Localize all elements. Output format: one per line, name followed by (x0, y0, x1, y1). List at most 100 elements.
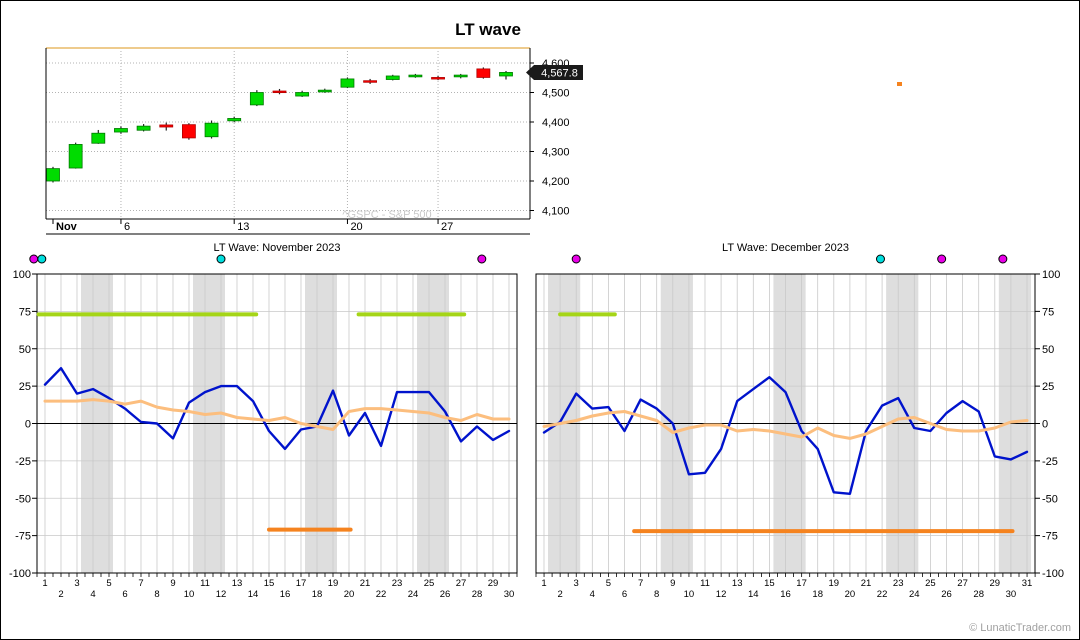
day-label: 25 (925, 578, 936, 589)
day-label: 21 (861, 578, 872, 589)
wave-y-label: 50 (1042, 344, 1054, 356)
wave-y-label: 75 (19, 306, 31, 318)
day-label: 18 (312, 589, 323, 600)
day-label: 17 (796, 578, 807, 589)
day-label: 16 (780, 589, 791, 600)
candle-down (159, 124, 174, 128)
day-label: 29 (990, 578, 1001, 589)
candle-down (272, 90, 287, 94)
wave-y-label: -100 (9, 568, 31, 580)
wave-chart-december: 1007550250-25-50-75-10012345678910111213… (535, 242, 1064, 600)
day-label: 2 (58, 589, 63, 600)
cyan-event-dot (37, 254, 47, 264)
day-label: 28 (973, 589, 984, 600)
candle-down (181, 124, 196, 139)
copyright-text: © LunaticTrader.com (969, 622, 1071, 634)
day-label: 22 (877, 589, 888, 600)
candle-up (91, 132, 106, 144)
day-label: 1 (541, 578, 546, 589)
wave-y-label: 25 (19, 381, 31, 393)
day-label: 5 (106, 578, 111, 589)
wave-y-label: 0 (25, 419, 31, 431)
price-x-label: Nov (56, 221, 78, 233)
day-label: 20 (344, 589, 355, 600)
candle-up (499, 72, 513, 77)
day-label: 10 (184, 589, 195, 600)
wave-y-label: 50 (19, 344, 31, 356)
wave-y-label: 25 (1042, 381, 1054, 393)
day-label: 27 (957, 578, 968, 589)
day-label: 21 (360, 578, 371, 589)
wave-y-label: 100 (13, 269, 31, 281)
cyan-event-dot (875, 254, 885, 264)
candle-up (453, 74, 468, 78)
last-price-tag (526, 64, 583, 80)
candle-up (46, 168, 60, 182)
day-label: 7 (138, 578, 143, 589)
day-label: 24 (909, 589, 920, 600)
wave-y-label: 100 (1042, 269, 1060, 281)
price-x-label: 27 (441, 221, 453, 233)
day-label: 19 (829, 578, 840, 589)
magenta-event-dot (29, 254, 39, 264)
day-label: 28 (472, 589, 483, 600)
day-label: 4 (590, 589, 595, 600)
candle-up (68, 144, 83, 169)
day-label: 27 (456, 578, 467, 589)
day-label: 25 (424, 578, 435, 589)
day-label: 4 (90, 589, 95, 600)
day-label: 19 (328, 578, 339, 589)
wave-fast-line (43, 367, 511, 451)
day-label: 17 (296, 578, 307, 589)
magenta-event-dot (477, 254, 487, 264)
candle-up (385, 75, 400, 80)
symbol-watermark: ^GSPC - S&P 500 (342, 209, 431, 221)
wave-y-label: -50 (15, 493, 31, 505)
day-label: 5 (606, 578, 611, 589)
day-label: 31 (1022, 578, 1033, 589)
day-label: 8 (154, 589, 159, 600)
candle-down (431, 77, 445, 80)
day-label: 15 (264, 578, 275, 589)
magenta-event-dot (937, 254, 947, 264)
price-axis-label: 4,300 (542, 147, 570, 159)
day-label: 11 (200, 578, 210, 589)
day-label: 12 (716, 589, 727, 600)
wave-y-label: -75 (1042, 531, 1058, 543)
day-label: 1 (42, 578, 47, 589)
day-label: 26 (440, 589, 451, 600)
day-label: 23 (392, 578, 403, 589)
candle-down (363, 80, 378, 83)
day-label: 23 (893, 578, 904, 589)
wave-y-label: 0 (1042, 419, 1048, 431)
orange-square-artifact (897, 82, 902, 86)
candle-up (227, 118, 242, 122)
candle-up (204, 122, 219, 138)
day-label: 2 (557, 589, 562, 600)
day-label: 22 (376, 589, 387, 600)
day-label: 15 (764, 578, 775, 589)
page-title: LT wave (455, 20, 521, 39)
candle-up (136, 125, 151, 131)
day-label: 20 (845, 589, 856, 600)
day-label: 6 (122, 589, 127, 600)
magenta-event-dot (571, 254, 581, 264)
candle-up (249, 92, 264, 106)
price-x-label: 6 (124, 221, 130, 233)
candle-up (114, 128, 128, 133)
price-axis-label: 4,500 (542, 88, 570, 100)
day-label: 13 (732, 578, 743, 589)
day-label: 24 (408, 589, 419, 600)
day-label: 8 (654, 589, 659, 600)
candle-up (340, 78, 355, 88)
wave-y-label: -50 (1042, 493, 1058, 505)
wave-y-label: 75 (1042, 306, 1054, 318)
price-axis-label: 4,200 (542, 176, 570, 188)
price-axis-label: 4,100 (542, 206, 570, 218)
day-label: 3 (74, 578, 79, 589)
wave-y-label: -100 (1042, 568, 1064, 580)
day-label: 12 (216, 589, 227, 600)
day-label: 30 (1006, 589, 1017, 600)
